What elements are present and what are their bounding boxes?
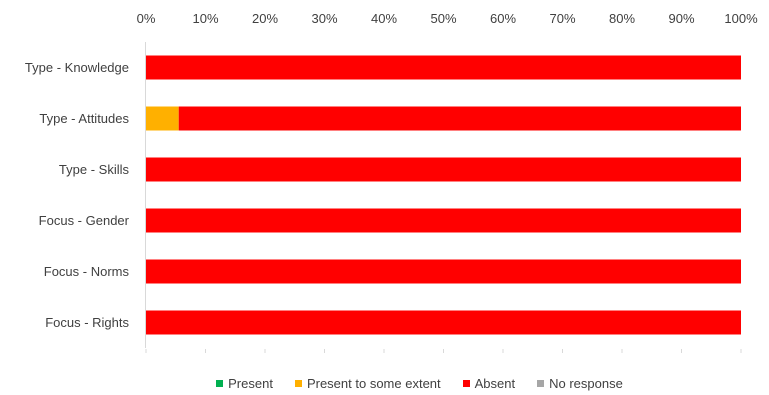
x-axis: 0% 10% 20% 30% 40% 50% 60% 70% 80% 90% 100%: [137, 11, 758, 353]
legend-item: No response: [537, 376, 623, 391]
category-label: Type - Attitudes: [39, 111, 129, 126]
category-label: Focus - Rights: [45, 315, 129, 330]
legend-swatch: [537, 380, 545, 387]
legend-label: Absent: [474, 376, 516, 391]
legend-swatch: [294, 380, 302, 387]
legend: Present Present to some extent Absent No re…: [0, 376, 769, 391]
bars: [146, 55, 742, 335]
x-tick-label: 50%: [430, 11, 456, 26]
bar-segment: [146, 55, 741, 80]
bar-segment: [146, 157, 741, 182]
x-tick-label: 90%: [668, 11, 694, 26]
bar-segment: [178, 106, 742, 131]
x-tick-label: 100%: [724, 11, 758, 26]
legend-label: Present to some extent: [306, 376, 441, 391]
category-label: Focus - Norms: [44, 264, 130, 279]
x-tick-label: 30%: [311, 11, 337, 26]
x-tick-label: 10%: [192, 11, 218, 26]
legend-label: No response: [549, 376, 623, 391]
x-tick-label: 60%: [490, 11, 516, 26]
legend-item: Present: [216, 376, 273, 391]
bar-segment: [146, 259, 741, 284]
x-tick-label: 0%: [137, 11, 156, 26]
category-label: Focus - Gender: [39, 213, 130, 228]
bar-segment: [146, 208, 741, 233]
category-label: Type - Skills: [59, 162, 130, 177]
legend-swatch: [216, 380, 224, 387]
category-label: Type - Knowledge: [25, 60, 129, 75]
y-axis: Type - Knowledge Type - Attitudes Type - S…: [25, 42, 146, 348]
x-tick-label: 40%: [371, 11, 397, 26]
legend-swatch: [462, 380, 470, 387]
x-tick-label: 20%: [252, 11, 278, 26]
bar-segment: [146, 310, 741, 335]
legend-label: Present: [228, 376, 273, 391]
legend-item: Present to some extent: [294, 376, 441, 391]
legend-item: Absent: [462, 376, 516, 391]
x-tick-label: 80%: [609, 11, 635, 26]
x-tick-label: 70%: [549, 11, 575, 26]
bar-segment: [146, 106, 179, 131]
stacked-bar-chart: 0% 10% 20% 30% 40% 50% 60% 70% 80% 90% 100% Type -…: [25, 11, 758, 353]
